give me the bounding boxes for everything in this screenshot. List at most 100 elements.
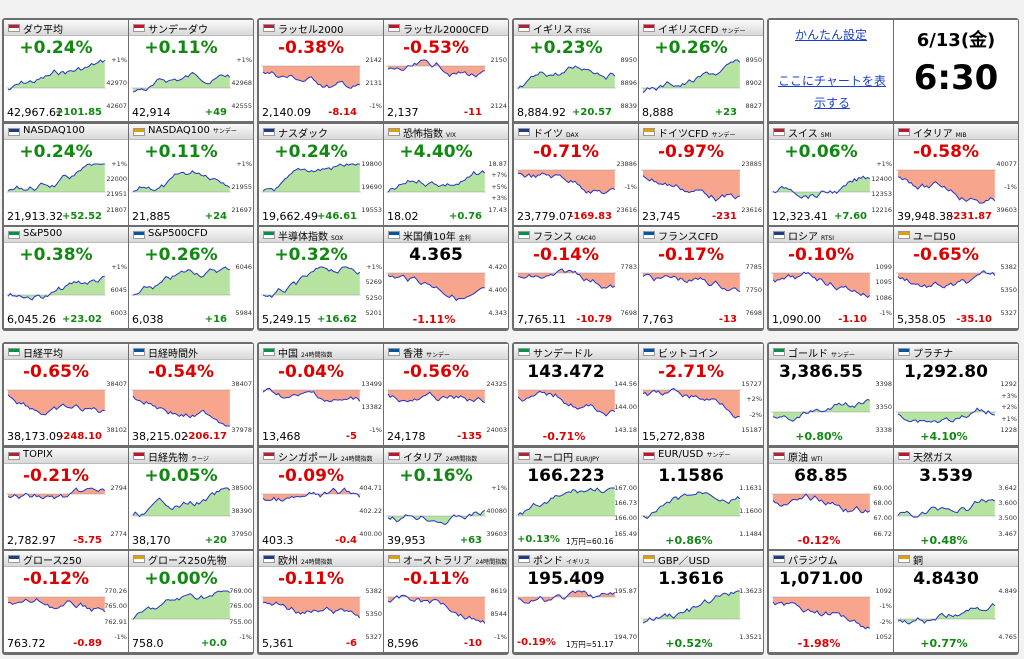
quote-tile[interactable]: イギリスCFD サンデー 8950 8902 8827 +0.26% 8,888 +23 — [639, 20, 763, 121]
price: 8,596 — [387, 637, 419, 650]
axis-label: 8950 — [745, 56, 762, 64]
quote-tile[interactable]: グロース250 770.26 765.00 762.91 -1% -0.12% 763.72… — [4, 551, 128, 652]
change-percent: -0.09% — [277, 465, 345, 486]
change-percent: +0.24% — [274, 141, 348, 162]
name-text: 天然ガス — [913, 452, 953, 464]
chart-link[interactable]: ここにチャートを表示する — [778, 74, 886, 110]
quote-tile[interactable]: スイス SMI +1% 12400 12353 12216 +0.06% 12,323.41 +… — [769, 123, 893, 225]
axis-label: 4.765 — [998, 633, 1017, 641]
tile-header — [514, 20, 638, 36]
axis-label: 4.849 — [998, 587, 1017, 595]
quote-tile[interactable]: 銅 4.849 4.765 4.8430 +0.77% — [894, 551, 1018, 652]
name-sub: 24時間指数 — [341, 455, 373, 463]
tile-name: ユーロ50 — [913, 228, 956, 243]
quote-tile[interactable]: ドイツ DAX 23886 -1% 23616 -0.71% 23,779.07 -169.8… — [514, 123, 638, 225]
quote-tile[interactable]: 香港 サンデー 24325 24003 -0.56% 24,178 -135 — [384, 344, 508, 445]
tile-header — [129, 20, 253, 36]
sparkline-line — [642, 490, 741, 519]
axis-label: 1095 — [875, 278, 892, 287]
quote-tile[interactable]: イタリア 24時間指数 +1% 40080 39603 +0.16% 39,953 +63 — [384, 447, 508, 549]
quote-tile[interactable]: オーストラリア 24時間指数 8619 8544 -1% -0.11% 8,596 -10 — [384, 551, 508, 652]
quote-tile[interactable]: ラッセル2000 2142 2131 -1% -0.38% 2,140.09 -8.14 — [259, 20, 383, 121]
sparkline-line — [897, 407, 995, 424]
price: 42,914 — [132, 106, 171, 119]
quote-tile[interactable]: 米国債10年 金利 4.420 4.400 4.343 4.365 -1.11% — [384, 227, 508, 328]
quote-tile[interactable]: 天然ガス 3.642 3.600 3.500 3.467 3.539 +0.48% — [894, 447, 1018, 549]
flag-icon — [263, 555, 275, 563]
axis-label: -1% — [879, 309, 892, 317]
quote-tile[interactable]: TOPIX 2794 2774 -0.21% 2,782.97 -5.75 — [4, 447, 128, 549]
quote-tile[interactable]: 欧州 24時間指数 5382 5350 5327 -0.11% 5,361 -6 — [259, 551, 383, 652]
quote-tile[interactable]: 恐怖指数 VIX 18.87 +7% +5% +3% 17.43 +4.40% 18.02 +0.… — [384, 123, 508, 225]
sparkline-line — [772, 492, 871, 513]
quote-tile[interactable]: ダウ平均 +1% 42970 42607 +0.24% 42,967.62 +101.85 — [4, 20, 128, 121]
axis-label: -2% — [879, 617, 892, 626]
axis-label: 5327 — [365, 633, 382, 641]
axis-label: 8544 — [490, 610, 507, 618]
quote-tile[interactable]: ビットコイン 15727 +2% -2% 15187 -2.71% 15,272,838 — [639, 344, 763, 445]
change-value: -13 — [718, 314, 737, 325]
tile-header — [894, 344, 1018, 360]
quote-tile[interactable]: 原油 WTI 69.00 68.00 67.00 66.72 68.85 -0.12% — [769, 447, 893, 549]
tile-name: ナスダック — [278, 125, 328, 140]
quote-tile[interactable]: 日経先物 ラージ 38500 38390 37950 +0.05% 38,170 +20 — [129, 447, 253, 549]
quote-tile[interactable]: 半導体指数 SOX +1% 5269 5250 5201 +0.32% 5,249.15 +16… — [259, 227, 383, 328]
quote-tile[interactable]: 中国 24時間指数 13499 13382 -1% -0.04% 13,468 -5 — [259, 344, 383, 445]
sparkline — [641, 490, 741, 519]
quote-tile[interactable]: ユーロ50 5382 5350 5327 -0.65% 5,358.05 -35.10 — [894, 227, 1018, 328]
quote-tile[interactable]: S&P500 +1% 6045 6003 +0.38% 6,045.26 +23.02 — [4, 227, 128, 328]
quote-tile[interactable]: S&P500CFD 6046 5984 +0.26% 6,038 +16 — [129, 227, 253, 328]
quote-tile[interactable]: ドイツCFD サンデー 23885 23616 -0.97% 23,745 -231 — [639, 123, 763, 225]
axis-label: 40077 — [996, 159, 1017, 168]
quote-tile[interactable]: グロース250先物 769.00 765.00 755.00 -1% +0.00% 758.… — [129, 551, 253, 652]
axis-label: 5350 — [1000, 286, 1017, 294]
quote-tile[interactable]: 日経平均 38407 38102 -0.65% 38,173.09 -248.10 — [4, 344, 128, 445]
name-sub: 金利 — [458, 235, 471, 242]
name-text: ユーロ50 — [913, 232, 956, 243]
axis-label: 402.22 — [359, 506, 382, 515]
price: 42,967.62 — [7, 106, 63, 119]
change-value: +20.57 — [571, 107, 612, 118]
axis-label: 8950 — [620, 56, 637, 64]
quote-tile[interactable]: プラチナ 1292 +3% +2% +1% 1228 1,292.80 +4.10% — [894, 344, 1018, 445]
flag-icon — [133, 231, 145, 239]
name-text: S&P500 — [23, 228, 63, 239]
sparkline-fill — [8, 487, 105, 499]
settings-link[interactable]: かんたん設定 — [794, 28, 867, 42]
quote-tile[interactable]: シンガポール 24時間指数 404.71 402.22 400.00 -0.09% 403.… — [259, 447, 383, 549]
tile-header — [4, 20, 128, 36]
quote-tile[interactable]: サンデーダウ +1% 42968 42555 +0.11% 42,914 +49 — [129, 20, 253, 121]
quote-tile[interactable]: 日経時間外 38407 37978 -0.54% 38,215.02 -206.17 — [129, 344, 253, 445]
quote-tile[interactable]: フランスCFD 7785 7750 7698 -0.17% 7,763 -13 — [639, 227, 763, 328]
sparkline — [386, 594, 486, 624]
axis-label: 5382 — [1000, 263, 1017, 271]
quote-tile[interactable]: ゴールド サンデー 3398 3350 3338 3,386.55 +0.80% — [769, 344, 893, 445]
quote-tile[interactable]: フランス CAC40 7783 7698 -0.14% 7,765.11 -10.79 — [514, 227, 638, 328]
sparkline — [6, 389, 106, 416]
change-percent: -0.71% — [542, 430, 586, 443]
axis-label: 7750 — [745, 286, 762, 294]
quote-tile[interactable]: パラジウム 1092 -1% -2% 1052 1,071.00 -1.98% — [769, 551, 893, 652]
quote-tile[interactable]: イタリア MIB 40077 -1% 39603 -0.58% 39,948.38 -231.… — [894, 123, 1018, 225]
change-percent: +0.05% — [144, 465, 218, 486]
quote-tile[interactable]: ポンド イギリス 195.87 194.70 195.409 -0.19% 1万円=51.1… — [514, 551, 638, 652]
sparkline — [896, 498, 996, 518]
quote-tile[interactable]: NASDAQ100 サンデー +1% 21955 21697 +0.11% 21,885 +2… — [129, 123, 253, 225]
quote-tile[interactable]: イギリス FTSE 8950 8896 8839 +0.23% 8,884.92 +20.57 — [514, 20, 638, 121]
price: 6,038 — [132, 313, 164, 326]
quote-tile[interactable]: ナスダック 19800 19690 19553 +0.24% 19,662.49 +46.6… — [259, 123, 383, 225]
quote-tile[interactable]: EUR/USD サンデー 1.1631 1.1600 1.1484 1.1586 +0.86… — [639, 447, 763, 549]
change-value: +16.62 — [316, 314, 357, 325]
quote-tile[interactable]: ロシア RTSI 1099 1095 1086 -1% -0.10% 1,090.00 -1.1… — [769, 227, 893, 328]
quote-tile[interactable]: ラッセル2000CFD 2150 2124 -0.53% 2,137 -11 — [384, 20, 508, 121]
quote-tile[interactable]: GBP／USD 1.3623 1.3521 1.3616 +0.52% — [639, 551, 763, 652]
quote-tile[interactable]: サンデードル 144.56 144.00 143.18 143.472 -0.71% — [514, 344, 638, 445]
quote-tile[interactable]: ユーロ円 EUR/JPY 167.00 166.73 166.00 165.49 166.2… — [514, 447, 638, 549]
price: 3.539 — [919, 465, 973, 486]
sparkline — [516, 268, 616, 289]
sparkline — [641, 169, 741, 202]
change-value: -231.87 — [949, 210, 992, 222]
axis-label: 8896 — [620, 79, 637, 87]
axis-label: 770.26 — [104, 587, 127, 595]
quote-tile[interactable]: NASDAQ100 +1% 22000 21951 21807 +0.24% 21,913.… — [4, 123, 128, 225]
